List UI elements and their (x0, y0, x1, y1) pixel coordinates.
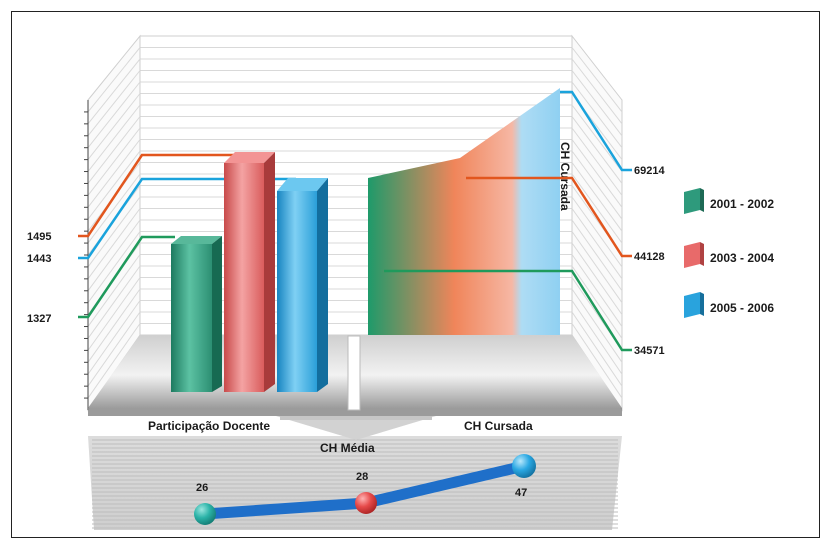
left-gridline (87, 219, 141, 292)
bars-participacao-docente (171, 152, 328, 392)
legend-label-2005: 2005 - 2006 (710, 301, 774, 315)
legend-label-2001: 2001 - 2002 (710, 197, 774, 211)
left-gridline (87, 116, 141, 184)
legend-item-2001: 2001 - 2002 (684, 188, 774, 214)
right-gridline (571, 162, 623, 232)
right-gridline (571, 265, 623, 339)
line-cursada-2005 (560, 90, 632, 172)
ch-media-point-2005 (512, 454, 536, 478)
value-label-1495: 1495 (27, 231, 51, 243)
legend-item-2003: 2003 - 2004 (684, 242, 774, 268)
ch-media-point-2003 (355, 492, 377, 514)
left-gridline (87, 311, 141, 387)
funnel-shape (276, 416, 436, 440)
right-gridline (571, 173, 623, 244)
bar-2003-2004 (224, 152, 275, 392)
right-gridline (571, 231, 623, 303)
right-gridline (571, 47, 623, 113)
floor-divider (347, 335, 361, 411)
line-cursada-2003 (466, 176, 632, 258)
ch-cursada-area (368, 88, 560, 335)
left-gridline (87, 254, 141, 327)
left-gridline (87, 288, 141, 363)
series-lines (78, 90, 632, 352)
right-gridline (571, 116, 623, 184)
bar-2001-2002 (171, 236, 222, 392)
left-gridline (87, 70, 141, 137)
right-gridline (571, 208, 623, 280)
left-gridline (87, 139, 141, 208)
floor-label-ch-cursada: CH Cursada (464, 419, 533, 433)
value-label-69214: 69214 (634, 165, 665, 177)
ch-media-title: CH Média (320, 441, 375, 455)
right-gridline (571, 58, 623, 125)
right-gridline (571, 196, 623, 268)
left-gridline (87, 150, 141, 220)
left-gridline (87, 300, 141, 375)
left-gridline (87, 93, 141, 160)
right-gridline (571, 127, 623, 196)
right-gridline (571, 323, 623, 399)
left-gridline (87, 47, 141, 113)
value-label-1443: 1443 (27, 253, 51, 265)
right-gridline (571, 300, 623, 375)
ch-media-label-47: 47 (515, 487, 527, 499)
right-gridline (571, 139, 623, 208)
right-gridline (571, 219, 623, 292)
left-gridline (87, 81, 141, 149)
ch-media-point-2001 (194, 503, 216, 525)
left-gridline (87, 208, 141, 280)
right-gridline (571, 150, 623, 220)
left-gridline (87, 277, 141, 351)
line-bar-2005 (78, 177, 296, 260)
right-gridline (571, 104, 623, 172)
left-gridline (87, 127, 141, 196)
ch-media-line-group: 26 28 47 (194, 454, 536, 525)
legend: 2001 - 2002 2003 - 2004 2005 - 2006 (684, 188, 774, 318)
ch-cursada-vertical-label: CH Cursada (558, 142, 572, 211)
right-gridline (571, 254, 623, 327)
floor-label-participacao-docente: Participação Docente (148, 419, 270, 433)
right-gridline (571, 242, 623, 315)
left-gridline (87, 231, 141, 303)
left-gridline (87, 104, 141, 172)
left-gridline (87, 196, 141, 268)
floor-edge (88, 408, 622, 416)
line-cursada-2001 (384, 269, 632, 352)
left-gridline (87, 323, 141, 399)
line-bar-2001 (78, 235, 175, 319)
right-gridline (571, 311, 623, 387)
value-label-1327: 1327 (27, 313, 51, 325)
left-gridline (87, 265, 141, 339)
right-gridline (571, 81, 623, 148)
ch-media-label-26: 26 (196, 482, 208, 494)
legend-item-2005: 2005 - 2006 (684, 292, 774, 318)
value-label-44128: 44128 (634, 251, 665, 263)
ch-media-label-28: 28 (356, 471, 368, 483)
line-bar-2003 (78, 153, 245, 238)
left-gridline (87, 173, 141, 244)
legend-label-2003: 2003 - 2004 (710, 251, 774, 265)
bar-2005-2006 (277, 178, 328, 392)
floor (88, 335, 622, 416)
right-gridline (571, 288, 623, 363)
ch-cursada-area-group: CH Cursada (368, 88, 572, 335)
value-label-34571: 34571 (634, 345, 665, 357)
left-gridline (87, 58, 141, 125)
right-gridline (571, 70, 623, 137)
